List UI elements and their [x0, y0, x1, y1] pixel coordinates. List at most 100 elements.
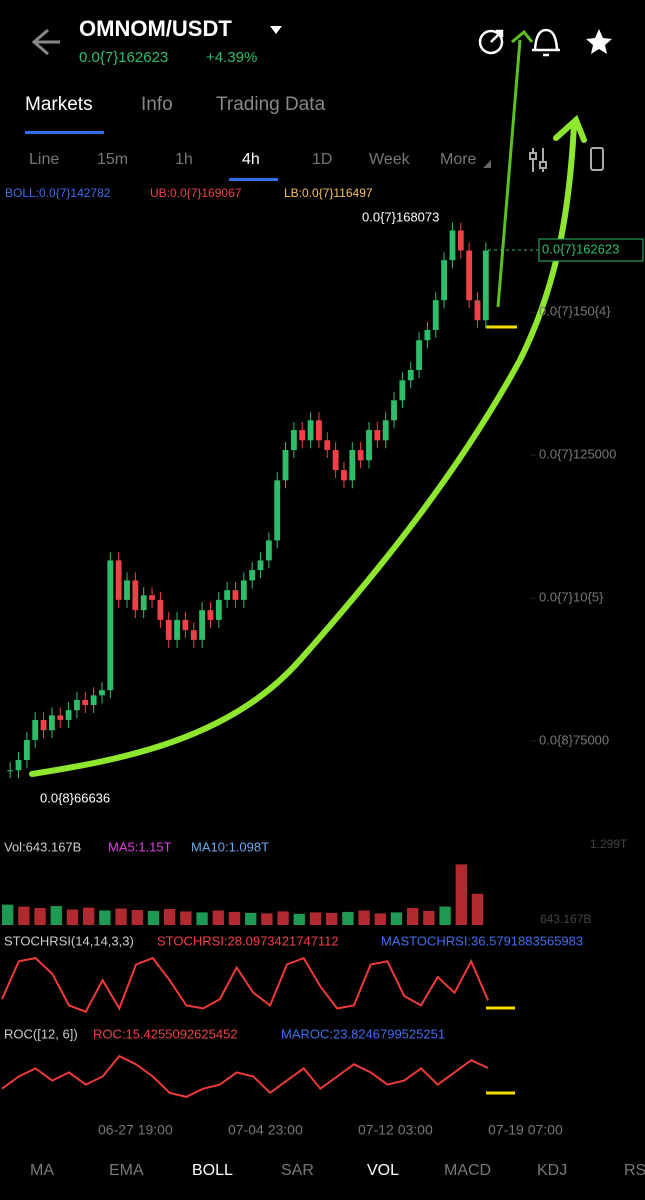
indicator-tab[interactable]: VOL — [367, 1162, 399, 1179]
candle — [416, 340, 422, 370]
indicator-tab[interactable]: MACD — [444, 1162, 491, 1179]
candle — [407, 369, 414, 381]
candle — [40, 719, 47, 731]
volume-bar — [131, 909, 143, 925]
volume-bar — [277, 911, 289, 925]
volume-bar — [147, 910, 160, 925]
volume-bar — [261, 913, 273, 925]
x-tick-label: 07-04 23:00 — [228, 1122, 303, 1138]
roc-legend: MAROC:23.8246799525251 — [281, 1026, 445, 1041]
candle — [174, 619, 180, 640]
interval[interactable]: Week — [369, 151, 411, 168]
indicator-tab[interactable]: EMA — [109, 1162, 144, 1179]
interval[interactable]: 15m — [97, 151, 128, 168]
volume-bar — [374, 913, 386, 925]
volume-legend: MA10:1.098T — [191, 839, 269, 854]
high-label: 0.0{7}168073 — [362, 209, 439, 224]
volume-bar — [164, 908, 176, 925]
candle — [432, 300, 439, 330]
candle — [341, 470, 347, 481]
stochrsi-legend: STOCHRSI:28.0973421747112 — [157, 933, 339, 948]
stochrsi-line — [1, 956, 489, 1013]
candle — [232, 590, 239, 600]
volume-bar — [342, 911, 354, 925]
x-tick-label: 07-12 03:00 — [358, 1122, 433, 1138]
back-button[interactable] — [31, 28, 60, 56]
interval[interactable]: 1h — [175, 151, 193, 168]
boll-legend: BOLL:0.0{7}142782 — [5, 186, 111, 200]
pair-dropdown[interactable] — [270, 26, 282, 34]
indicator-tab[interactable]: BOLL — [192, 1162, 233, 1179]
candle — [357, 450, 364, 461]
volume-bar — [99, 910, 111, 925]
interval[interactable]: 4h — [242, 151, 260, 168]
interval[interactable]: More — [440, 151, 477, 168]
volume-bar — [390, 912, 403, 925]
indicator-tab[interactable]: SAR — [281, 1162, 314, 1179]
candle — [482, 250, 489, 321]
candle — [190, 630, 197, 640]
x-tick-label: 06-27 19:00 — [98, 1122, 173, 1138]
candle — [441, 260, 448, 301]
volume-bar — [358, 910, 370, 925]
volume-bar — [115, 908, 127, 925]
interval[interactable]: Line — [29, 151, 59, 168]
volume-bar — [66, 909, 79, 925]
boll-legend: UB:0.0{7}169067 — [150, 186, 242, 200]
candle — [82, 699, 89, 706]
candle — [15, 759, 22, 771]
indicator-tab[interactable]: RS — [624, 1162, 645, 1179]
pair-title[interactable]: OMNOM/USDT — [79, 16, 232, 41]
volume-bar — [180, 911, 192, 925]
last-price-label: 0.0{7}162623 — [542, 241, 619, 256]
candle — [124, 580, 130, 600]
drawn-arrow — [29, 114, 587, 777]
tab[interactable]: Info — [141, 94, 173, 115]
roc-line — [1, 1054, 489, 1098]
volume-bar — [212, 910, 224, 925]
boll-legend: LB:0.0{7}116497 — [284, 186, 373, 200]
candle — [107, 560, 114, 691]
last-price-box — [538, 238, 644, 262]
candle — [282, 450, 289, 481]
drawn-arrow-thin — [496, 29, 534, 308]
volume-bar — [245, 912, 257, 925]
candle — [424, 329, 431, 341]
volume-bar — [2, 904, 14, 925]
candle — [57, 715, 64, 720]
price: 0.0{7}162623 — [79, 49, 168, 66]
settings-icon[interactable] — [529, 148, 547, 172]
candle — [7, 770, 14, 772]
candle — [215, 599, 222, 620]
y-tick-label: 0.0{7}10{5} — [539, 590, 604, 605]
candle — [157, 599, 164, 620]
candle — [324, 440, 331, 451]
candle — [74, 699, 80, 711]
candle — [307, 420, 314, 441]
candle — [48, 715, 55, 731]
indicator-tab[interactable]: MA — [30, 1162, 54, 1179]
share-icon[interactable] — [478, 29, 504, 55]
volume-bar — [228, 911, 241, 925]
interval[interactable]: 1D — [312, 151, 332, 168]
tab-underline — [25, 131, 104, 134]
candle — [349, 450, 356, 481]
tab[interactable]: Trading Data — [216, 94, 326, 115]
volume-bar — [309, 912, 322, 925]
candle — [332, 450, 339, 471]
alert-icon[interactable] — [532, 28, 560, 57]
candle — [207, 610, 214, 620]
candle — [182, 619, 189, 631]
rotate-icon[interactable] — [590, 147, 604, 171]
favorite-icon[interactable] — [586, 29, 612, 54]
volume-bar — [471, 893, 484, 925]
candle — [399, 380, 406, 401]
tab[interactable]: Markets — [25, 94, 93, 115]
volume-bar — [439, 906, 451, 925]
volume-bar — [196, 912, 208, 925]
candle — [316, 420, 322, 441]
indicator-tab[interactable]: KDJ — [537, 1162, 567, 1179]
candle — [466, 250, 473, 301]
candle — [165, 619, 172, 640]
